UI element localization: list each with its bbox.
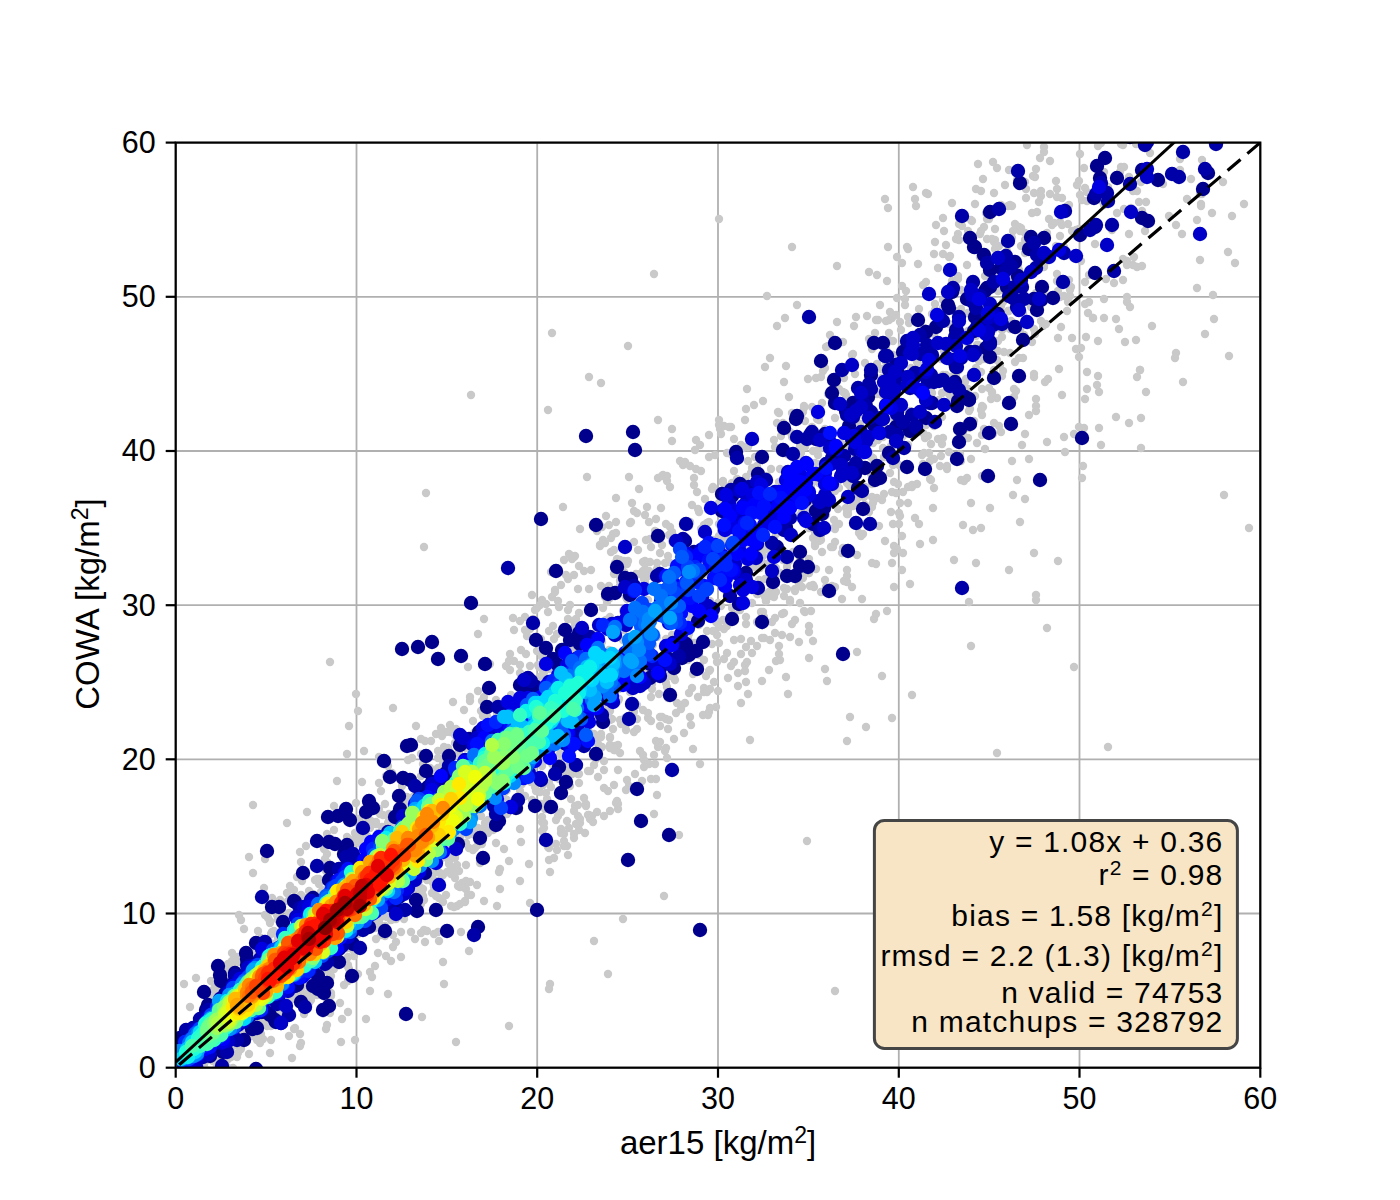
- svg-text:COWA [kg/m2]: COWA [kg/m2]: [67, 498, 106, 709]
- svg-text:20: 20: [122, 742, 156, 776]
- svg-text:30: 30: [122, 588, 156, 622]
- svg-text:40: 40: [122, 433, 156, 467]
- svg-text:10: 10: [122, 896, 156, 930]
- svg-text:rmsd = 2.2 (1.3) [kg/m2]: rmsd = 2.2 (1.3) [kg/m2]: [880, 937, 1223, 972]
- svg-text:bias = 1.58 [kg/m2]: bias = 1.58 [kg/m2]: [951, 897, 1223, 932]
- svg-text:60: 60: [122, 125, 156, 159]
- svg-text:40: 40: [882, 1081, 916, 1115]
- svg-text:n matchups = 328792: n matchups = 328792: [911, 1005, 1223, 1038]
- svg-text:50: 50: [122, 279, 156, 313]
- svg-text:10: 10: [340, 1081, 374, 1115]
- svg-text:60: 60: [1243, 1081, 1277, 1115]
- svg-text:0: 0: [139, 1050, 156, 1084]
- svg-text:50: 50: [1063, 1081, 1097, 1115]
- svg-text:0: 0: [167, 1081, 184, 1115]
- svg-text:aer15 [kg/m2]: aer15 [kg/m2]: [620, 1122, 816, 1161]
- svg-text:30: 30: [701, 1081, 735, 1115]
- svg-text:y = 1.08x + 0.36: y = 1.08x + 0.36: [989, 825, 1223, 858]
- svg-text:n valid = 74753: n valid = 74753: [1001, 976, 1223, 1009]
- svg-text:20: 20: [520, 1081, 554, 1115]
